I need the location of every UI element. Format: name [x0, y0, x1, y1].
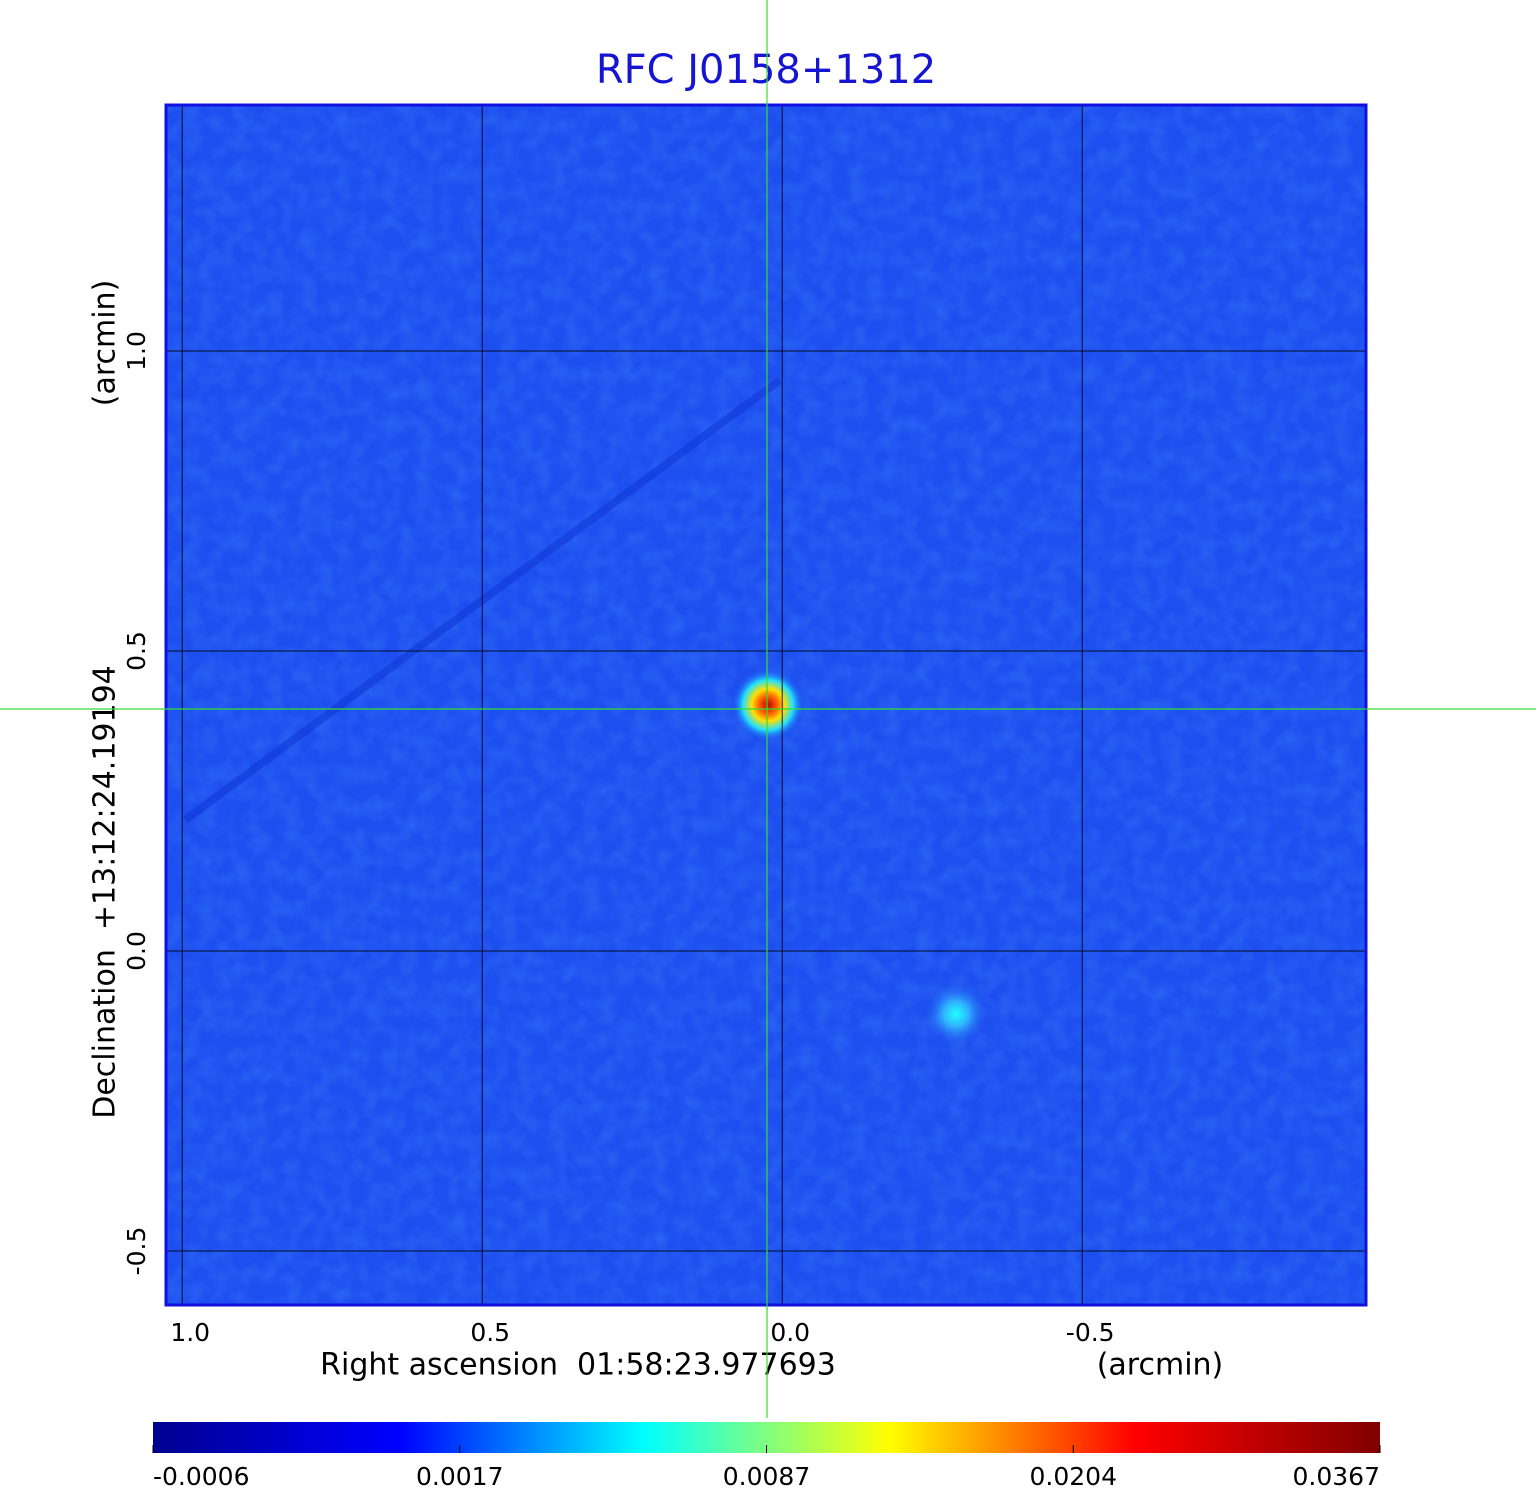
colorbar-tick-label: 0.0204 — [1030, 1462, 1117, 1491]
y-tick-label: -0.5 — [122, 1227, 151, 1276]
colorbar-tick-label: 0.0367 — [1293, 1462, 1380, 1491]
source — [924, 982, 988, 1046]
x-tick-label: -0.5 — [1066, 1318, 1115, 1347]
colorbar-tick-label: -0.0006 — [153, 1462, 250, 1491]
source — [732, 669, 804, 741]
plot-frame — [164, 103, 1368, 1307]
image — [166, 105, 1366, 1305]
y-tick-label: 0.0 — [122, 931, 151, 971]
y-axis-unit: (arcmin) — [88, 280, 123, 407]
x-tick-label: 0.5 — [470, 1318, 510, 1347]
y-tick-label: 0.5 — [122, 631, 151, 671]
x-axis-unit: (arcmin) — [1097, 1348, 1224, 1383]
y-tick-label: 1.0 — [122, 331, 151, 371]
colorbar-tick-label: 0.0017 — [416, 1462, 503, 1491]
x-tick-label: 0.0 — [770, 1318, 810, 1347]
chart-title: RFC J0158+1312 — [596, 47, 936, 93]
x-axis-label: Right ascension 01:58:23.977693 — [320, 1348, 836, 1383]
y-axis-label: Declination +13:12:24.19194 — [88, 665, 123, 1119]
colorbar-tick-label: 0.0087 — [723, 1462, 810, 1491]
x-tick-label: 1.0 — [170, 1318, 210, 1347]
